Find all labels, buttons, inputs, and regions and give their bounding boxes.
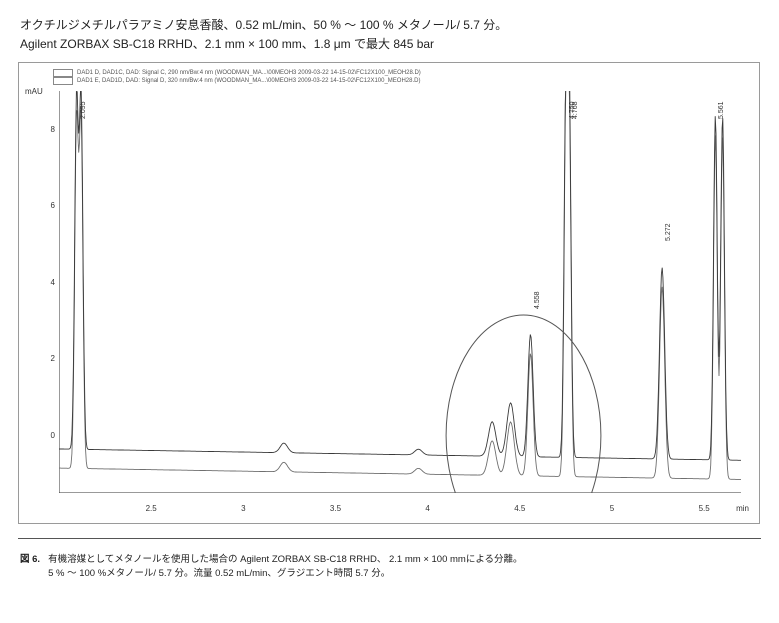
x-tick-label: 3.5 (330, 504, 341, 513)
chromatogram-svg (59, 91, 741, 493)
y-tick-label: 6 (37, 201, 55, 210)
y-axis-label: mAU (25, 87, 43, 96)
figure-caption: 図 6. 有機溶媒としてメタノールを使用した場合の Agilent ZORBAX… (20, 553, 763, 581)
title-line-1: オクチルジメチルパラアミノ安息香酸、0.52 mL/min、50 % ～ 100… (20, 16, 763, 35)
page: オクチルジメチルパラアミノ安息香酸、0.52 mL/min、50 % ～ 100… (0, 0, 779, 623)
caption-line-2: 5 % ～ 100 %メタノール/ 5.7 分。流量 0.52 mL/min、グ… (48, 568, 390, 579)
x-tick-label: 4 (425, 504, 429, 513)
legend-swatch-icon (53, 69, 73, 77)
chromatogram-frame: DAD1 D, DAD1C, DAD: Signal C, 290 nm/Bw:… (18, 62, 760, 524)
y-tick-label: 2 (37, 354, 55, 363)
legend-row-1: DAD1 D, DAD1C, DAD: Signal C, 290 nm/Bw:… (53, 69, 421, 77)
peak-rt-label: 2.095 (80, 102, 87, 120)
peak-rt-label: 5.561 (718, 102, 725, 120)
peak-rt-label: 4.768 (572, 102, 579, 120)
caption-line-1: 有機溶媒としてメタノールを使用した場合の Agilent ZORBAX SB-C… (48, 554, 522, 565)
figure-number: 図 6. (20, 553, 40, 581)
x-tick-label: 4.5 (514, 504, 525, 513)
x-tick-label: 3 (241, 504, 245, 513)
x-axis-unit: min (736, 504, 749, 513)
trace-legend: DAD1 D, DAD1C, DAD: Signal C, 290 nm/Bw:… (53, 69, 421, 85)
legend-row-2: DAD1 E, DAD1D, DAD: Signal D, 320 nm/Bw:… (53, 77, 421, 85)
legend-text-2: DAD1 E, DAD1D, DAD: Signal D, 320 nm/Bw:… (77, 78, 420, 86)
title-line-2: Agilent ZORBAX SB-C18 RRHD、2.1 mm × 100 … (20, 35, 763, 54)
legend-swatch-icon (53, 77, 73, 85)
plot-area (59, 91, 741, 493)
caption-body: 有機溶媒としてメタノールを使用した場合の Agilent ZORBAX SB-C… (48, 553, 522, 581)
x-tick-label: 5 (610, 504, 614, 513)
x-tick-label: 2.5 (146, 504, 157, 513)
chart-title-block: オクチルジメチルパラアミノ安息香酸、0.52 mL/min、50 % ～ 100… (20, 16, 763, 54)
y-tick-label: 0 (37, 431, 55, 440)
peak-rt-label: 5.272 (665, 223, 672, 241)
x-tick-label: 5.5 (699, 504, 710, 513)
separator-line (18, 538, 761, 539)
peak-rt-label: 4.558 (534, 292, 541, 310)
y-tick-label: 8 (37, 125, 55, 134)
legend-text-1: DAD1 D, DAD1C, DAD: Signal C, 290 nm/Bw:… (77, 70, 421, 78)
y-tick-label: 4 (37, 278, 55, 287)
